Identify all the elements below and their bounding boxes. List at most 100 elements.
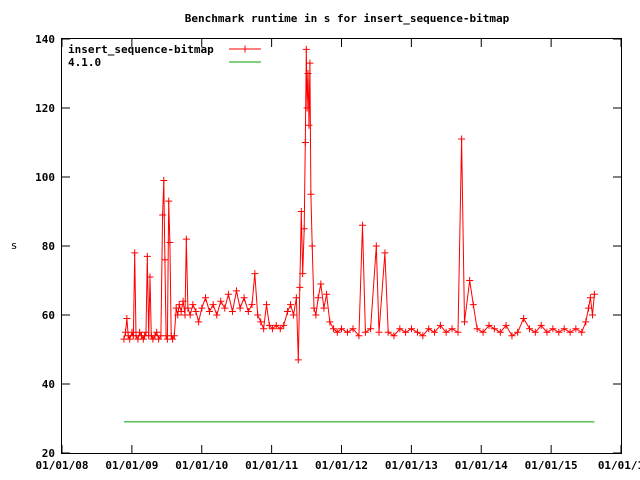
data-point: [333, 328, 341, 336]
y-tick-label: 120: [35, 102, 55, 115]
data-point: [159, 211, 167, 219]
data-point: [251, 270, 259, 278]
data-point: [317, 280, 325, 288]
data-point: [508, 332, 516, 340]
chart-title: Benchmark runtime in s for insert_sequen…: [185, 12, 510, 25]
data-point: [436, 321, 444, 329]
data-point: [359, 221, 367, 229]
data-point: [294, 356, 302, 364]
data-point: [143, 252, 151, 260]
data-point: [205, 308, 213, 316]
data-point: [257, 318, 265, 326]
data-point: [139, 335, 147, 343]
data-point: [232, 287, 240, 295]
x-tick-label: 01/01/11: [245, 459, 298, 472]
data-point: [177, 308, 185, 316]
data-point: [297, 208, 305, 215]
data-point: [442, 328, 450, 336]
data-point: [213, 311, 221, 319]
data-point: [355, 332, 363, 340]
data-point: [323, 290, 331, 298]
data-point: [303, 104, 311, 112]
data-point: [588, 311, 596, 319]
y-tick-label: 20: [42, 447, 55, 460]
data-point: [531, 328, 539, 336]
series-line: [123, 49, 595, 360]
data-point: [338, 325, 345, 333]
data-point: [396, 325, 404, 333]
legend-label: 4.1.0: [68, 56, 101, 69]
data-point: [165, 197, 173, 205]
data-point: [305, 121, 313, 129]
data-point: [402, 328, 410, 336]
x-tick-label: 01/01/14: [455, 459, 508, 472]
data-point: [276, 325, 284, 333]
data-point: [384, 328, 392, 336]
data-point: [248, 301, 256, 309]
data-point: [236, 304, 244, 312]
data-point: [560, 325, 568, 333]
data-point: [131, 249, 139, 257]
y-tick-label: 140: [35, 33, 55, 46]
y-axis-label: s: [11, 239, 18, 252]
data-point: [461, 318, 469, 326]
data-point: [170, 332, 178, 340]
data-point: [469, 301, 477, 309]
data-point: [151, 332, 159, 340]
data-point: [375, 328, 383, 336]
x-tick-label: 01/01/09: [105, 459, 158, 472]
data-point: [555, 328, 563, 336]
data-point: [343, 328, 351, 336]
data-point: [153, 328, 161, 336]
data-point: [198, 304, 206, 312]
data-point: [310, 304, 318, 312]
data-point: [224, 290, 232, 298]
data-point: [287, 301, 295, 309]
data-point: [302, 45, 310, 53]
x-axis-ticks: 01/01/08 01/01/09 01/01/10 01/01/11 01/01/12…: [36, 39, 640, 472]
x-tick-label: 01/01/08: [36, 459, 89, 472]
x-tick-label: 01/01/1: [598, 459, 640, 472]
data-point: [590, 290, 598, 298]
data-point: [502, 321, 510, 329]
x-tick-label: 01/01/13: [385, 459, 438, 472]
data-point: [329, 325, 337, 333]
data-point: [201, 294, 209, 302]
data-point: [272, 321, 280, 329]
data-point: [254, 311, 262, 319]
data-point: [169, 335, 177, 343]
data-point: [244, 308, 252, 316]
data-point: [479, 328, 487, 336]
y-tick-label: 40: [42, 378, 55, 391]
data-point: [160, 176, 168, 184]
data-point: [408, 325, 416, 333]
data-point: [425, 325, 433, 333]
data-point: [240, 294, 248, 302]
data-point: [308, 242, 316, 250]
data-point: [454, 328, 462, 336]
data-point: [390, 332, 398, 340]
data-point: [413, 328, 421, 336]
data-point: [228, 308, 236, 316]
data-point: [381, 249, 389, 257]
data-point: [268, 325, 276, 333]
data-point: [304, 70, 312, 77]
data-point: [314, 294, 322, 302]
data-point: [473, 325, 481, 333]
data-point: [584, 304, 592, 312]
data-point: [209, 301, 217, 309]
data-point: [123, 314, 131, 322]
data-point: [299, 270, 307, 278]
data-point: [448, 325, 456, 333]
data-point: [300, 225, 308, 233]
data-point: [361, 328, 369, 336]
data-point: [284, 308, 292, 316]
data-point: [582, 318, 590, 326]
data-point: [485, 321, 493, 329]
data-point: [419, 332, 427, 340]
data-point: [179, 297, 187, 305]
data-point: [326, 318, 334, 326]
data-point: [566, 328, 574, 336]
data-point: [537, 321, 545, 329]
data-point: [280, 321, 288, 329]
